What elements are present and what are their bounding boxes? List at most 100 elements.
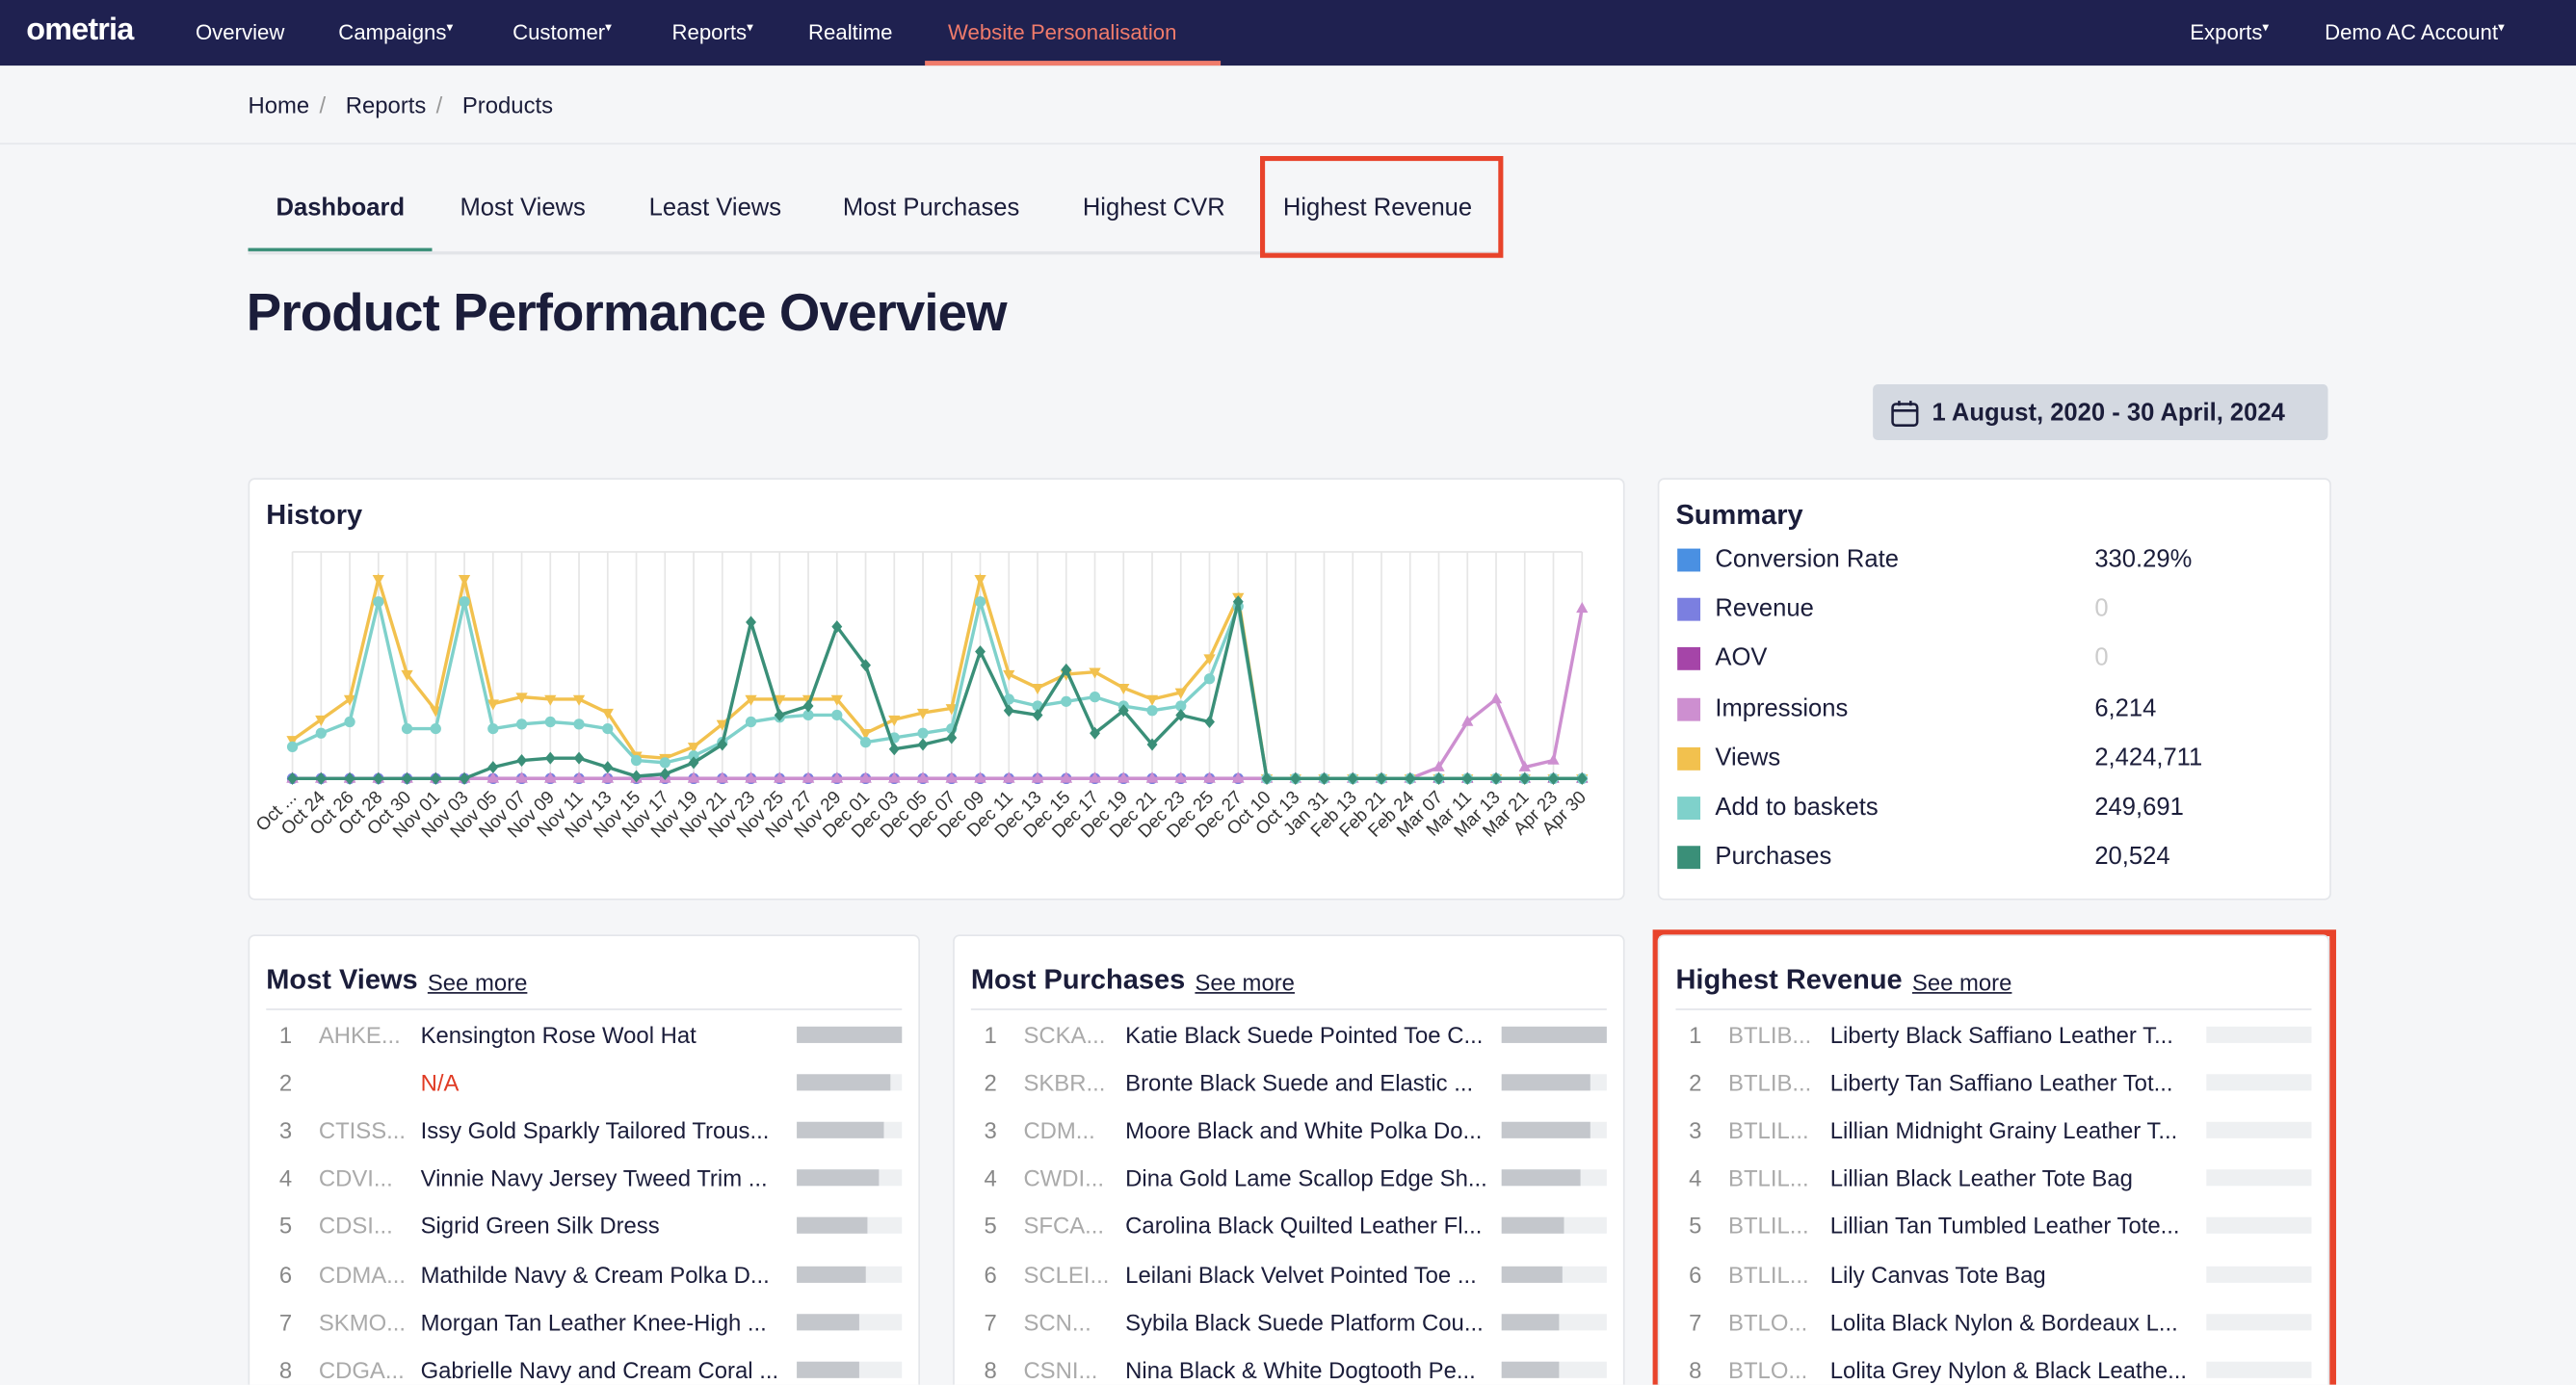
list-row[interactable]: 5 BTLIL... Lillian Tan Tumbled Leather Tot… (1659, 1213, 2327, 1245)
list-row[interactable]: 3 CTISS... Issy Gold Sparkly Tailored Trou… (250, 1117, 918, 1150)
list-divider (1675, 1008, 2312, 1010)
list-row[interactable]: 5 CDSI... Sigrid Green Silk Dress (250, 1213, 918, 1245)
caret: ▾ (2498, 19, 2505, 35)
nav-item[interactable]: Demo AC Account▾ (2325, 19, 2505, 45)
tab[interactable]: Most Views (460, 194, 586, 222)
list-row[interactable]: 7 SCN... Sybila Black Suede Platform Cou..… (955, 1308, 1623, 1341)
rank: 1 (1689, 1021, 1702, 1049)
list-row[interactable]: 6 SCLEI... Leilani Black Velvet Pointed To… (955, 1261, 1623, 1294)
tab[interactable]: Least Views (648, 194, 782, 222)
bar (797, 1122, 884, 1139)
point (1175, 700, 1187, 712)
point (859, 771, 872, 783)
point (631, 770, 642, 783)
rank: 2 (278, 1069, 293, 1096)
point (1204, 716, 1215, 728)
list-row[interactable]: 6 CDMA... Mathilde Navy & Cream Polka D... (250, 1261, 918, 1294)
bar (797, 1074, 891, 1091)
list-row[interactable]: 8 CDGA... Gabrielle Navy and Cream Coral .… (250, 1356, 918, 1385)
point (687, 743, 700, 754)
sku: BTLIL... (1728, 1164, 1809, 1191)
list-row[interactable]: 7 SKMO... Morgan Tan Leather Knee-High ... (250, 1308, 918, 1341)
list-row[interactable]: 8 BTLO... Lolita Grey Nylon & Black Leathe… (1659, 1356, 2327, 1385)
point (630, 754, 643, 767)
date-picker[interactable]: 1 August, 2020 - 30 April, 2024 (1873, 384, 2328, 441)
nav-item[interactable]: Realtime (808, 19, 893, 45)
rank: 1 (278, 1021, 293, 1049)
point (1089, 667, 1101, 679)
breadcrumb-item[interactable]: Reports (345, 91, 427, 118)
list-row[interactable]: 3 BTLIL... Lillian Midnight Grainy Leather… (1659, 1117, 2327, 1150)
list-row[interactable]: 2 SKBR... Bronte Black Suede and Elastic .… (955, 1069, 1623, 1102)
nav-item[interactable]: Customer▾ (513, 19, 613, 45)
point (544, 751, 556, 765)
product-name: Lillian Black Leather Tote Bag (1829, 1164, 2133, 1191)
point (1548, 771, 1559, 785)
tab[interactable]: Highest Revenue (1282, 194, 1473, 222)
legend-label: Purchases (1715, 843, 1832, 872)
list-row[interactable]: 4 BTLIL... Lillian Black Leather Tote Bag (1659, 1165, 2327, 1198)
logo[interactable]: ometria (26, 13, 134, 48)
legend-swatch (1677, 548, 1701, 572)
product-name: Gabrielle Navy and Cream Coral ... (420, 1356, 779, 1383)
point (1490, 771, 1502, 785)
rank: 4 (1689, 1164, 1702, 1191)
rank: 4 (984, 1164, 997, 1191)
nav-item[interactable]: Exports▾ (2190, 19, 2270, 45)
caret: ▾ (605, 19, 613, 35)
bar-track (2206, 1217, 2312, 1235)
bar (797, 1265, 867, 1283)
point (1145, 694, 1159, 706)
chart-title: History (266, 499, 363, 531)
bar (797, 1217, 868, 1235)
list-row[interactable]: 1 AHKE... Kensington Rose Wool Hat (250, 1022, 918, 1055)
sku: SKMO... (318, 1308, 407, 1335)
breadcrumb-item[interactable]: Home (248, 91, 310, 118)
sku: SCLEI... (1023, 1260, 1110, 1288)
legend-label: Add to baskets (1715, 793, 1879, 822)
legend-total: 6,214 (2094, 693, 2157, 722)
rank: 7 (984, 1308, 997, 1335)
point (1461, 771, 1473, 785)
list-row[interactable]: 1 BTLIB... Liberty Black Saffiano Leather … (1659, 1022, 2327, 1055)
list-row[interactable]: 3 CDM... Moore Black and White Polka Do... (955, 1117, 1623, 1150)
nav-item[interactable]: Website Personalisation (947, 19, 1177, 45)
point (459, 771, 470, 785)
calendar-icon (1891, 401, 1919, 427)
list-row[interactable]: 4 CWDI... Dina Gold Lame Scallop Edge Sh..… (955, 1165, 1623, 1198)
list-row[interactable]: 2 N/A (250, 1069, 918, 1102)
point (802, 699, 814, 713)
sku: CWDI... (1023, 1164, 1105, 1191)
list-row[interactable]: 8 CSNI... Nina Black & White Dogtooth Pe..… (955, 1356, 1623, 1385)
list-row[interactable]: 4 CDVI... Vinnie Navy Jersey Tweed Trim ..… (250, 1165, 918, 1198)
point (1547, 753, 1560, 765)
point (1145, 771, 1159, 783)
bar (1501, 1265, 1563, 1283)
list-row[interactable]: 2 BTLIB... Liberty Tan Saffiano Leather To… (1659, 1069, 2327, 1102)
list-row[interactable]: 5 SFCA... Carolina Black Quilted Leather F… (955, 1213, 1623, 1245)
point (830, 694, 843, 706)
see-more-link[interactable]: See more (1911, 969, 2012, 996)
see-more-link[interactable]: See more (1195, 969, 1295, 996)
point (1518, 760, 1531, 771)
point (573, 719, 585, 730)
nav-item[interactable]: Reports▾ (671, 19, 753, 45)
tab[interactable]: Highest CVR (1082, 194, 1225, 222)
point (859, 737, 872, 748)
legend-swatch (1677, 846, 1701, 870)
nav-item[interactable]: Overview (195, 19, 285, 45)
list-row[interactable]: 7 BTLO... Lolita Black Nylon & Bordeaux L.… (1659, 1308, 2327, 1341)
product-name: Sybila Black Suede Platform Cou... (1125, 1308, 1484, 1335)
list-divider (970, 1008, 1607, 1010)
point (945, 704, 958, 716)
list-row[interactable]: 1 SCKA... Katie Black Suede Pointed Toe C.… (955, 1022, 1623, 1055)
tab[interactable]: Dashboard (276, 194, 406, 222)
list-row[interactable]: 6 BTLIL... Lily Canvas Tote Bag (1659, 1261, 2327, 1294)
see-more-link[interactable]: See more (427, 969, 528, 996)
tab[interactable]: Most Purchases (842, 194, 1020, 222)
sku: CTISS... (318, 1116, 407, 1144)
point (544, 716, 556, 728)
point (430, 771, 441, 785)
nav-item[interactable]: Campaigns▾ (338, 19, 454, 45)
point (945, 771, 958, 783)
